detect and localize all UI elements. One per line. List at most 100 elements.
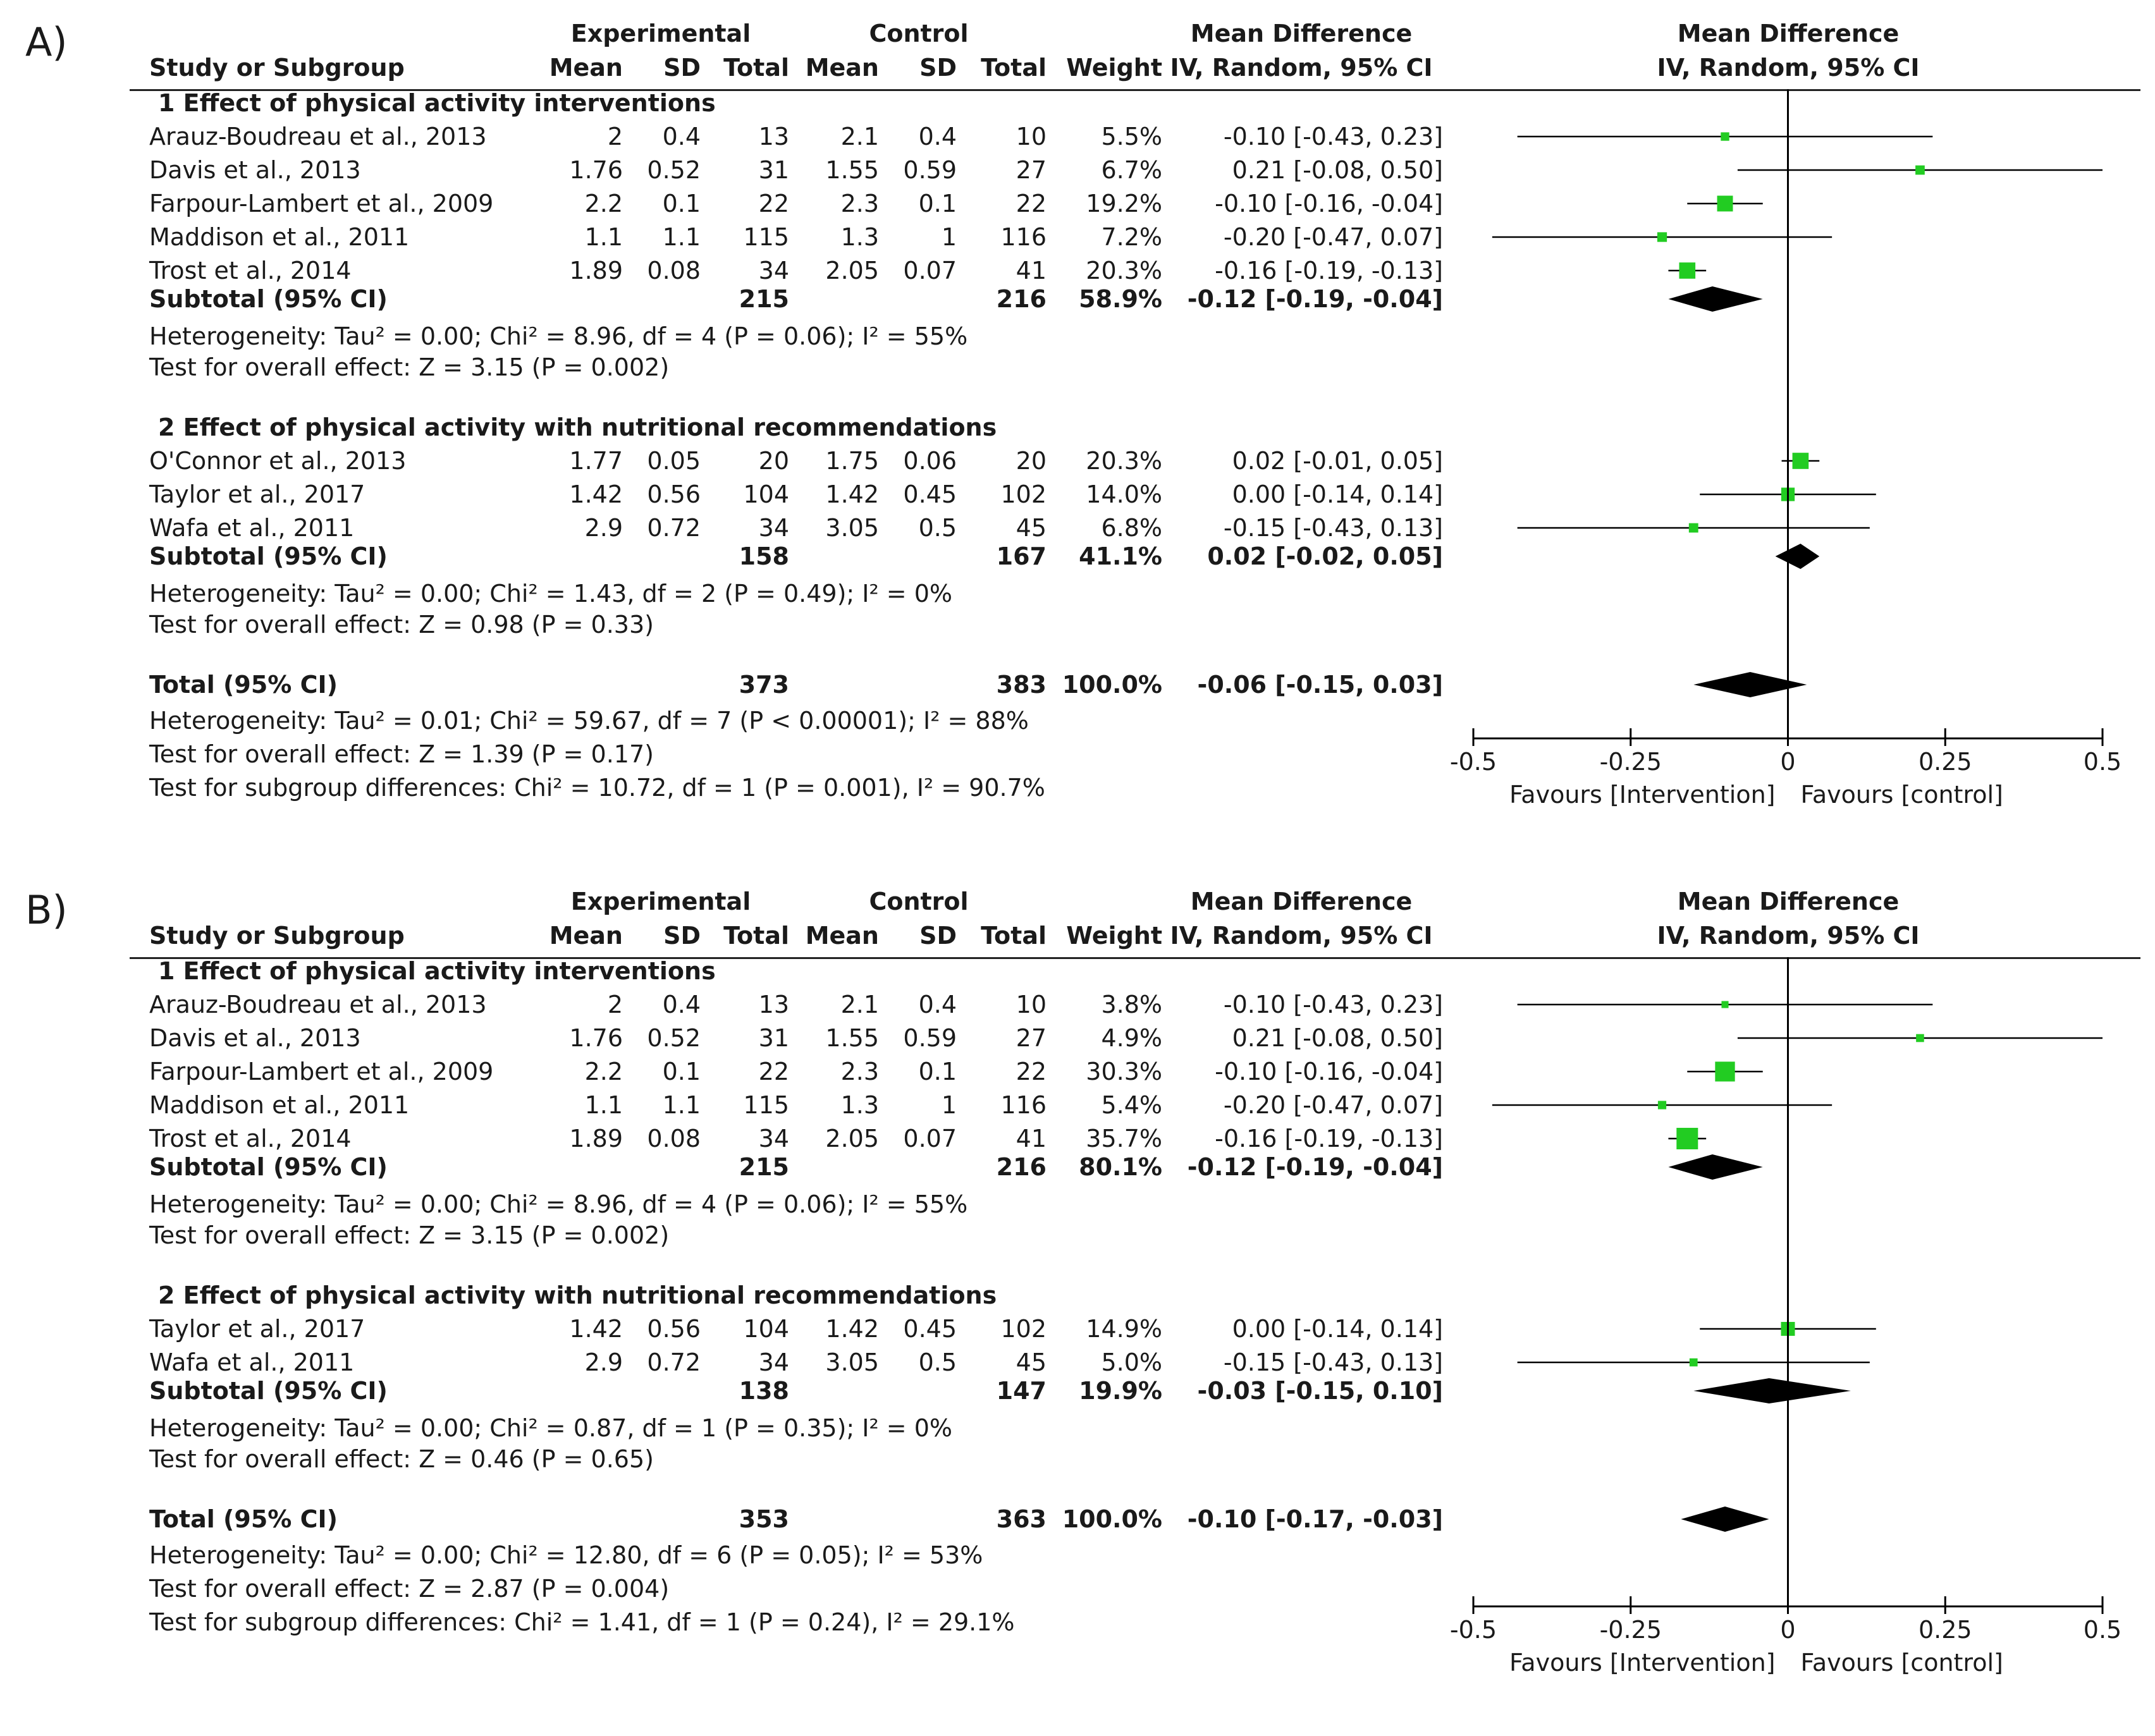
forest-plot-b: B) Experimental Control Mean Difference Mean… — [0, 868, 2155, 1736]
study-1-2-exp-mean: 1.76 — [569, 1024, 623, 1052]
header-study: Study or Subgroup — [149, 54, 405, 82]
subtotal-1-diamond — [1668, 286, 1763, 312]
subtotal-1-ci: -0.12 [-0.19, -0.04] — [1187, 1153, 1443, 1181]
study-1-3-name: Farpour-Lambert et al., 2009 — [149, 190, 494, 217]
study-1-1-exp-total: 13 — [758, 123, 789, 150]
study-1-4-marker — [1657, 232, 1667, 242]
study-2-3-marker — [1688, 523, 1698, 533]
subtotal-2-diamond — [1693, 1378, 1851, 1403]
footer-line-1: Heterogeneity: Tau² = 0.00; Chi² = 12.80… — [149, 1541, 983, 1569]
study-2-2-exp-sd: 0.72 — [647, 1348, 701, 1376]
study-2-1-exp-mean: 1.42 — [569, 1315, 623, 1343]
forest-plot-svg: -0.5 -0.25 0 0.25 0.5 Favours [Intervention] F… — [1450, 89, 2121, 809]
x-tick-label: 0.5 — [2084, 748, 2121, 776]
study-1-1-ci: -0.10 [-0.43, 0.23] — [1223, 991, 1443, 1018]
study-1-4-weight: 5.4% — [1101, 1091, 1162, 1119]
study-1-3-exp-total: 22 — [758, 190, 789, 217]
study-1-4-name: Maddison et al., 2011 — [149, 1091, 410, 1119]
study-1-2-exp-sd: 0.52 — [647, 1024, 701, 1052]
study-1-5-ctl-sd: 0.07 — [903, 1125, 957, 1152]
study-2-2-exp-total: 104 — [743, 480, 789, 508]
study-1-5-exp-mean: 1.89 — [569, 257, 623, 284]
study-1-4-exp-mean: 1.1 — [584, 1091, 623, 1119]
total-weight: 100.0% — [1062, 671, 1162, 699]
subgroup-1-title: 1 Effect of physical activity interventi… — [158, 957, 716, 985]
header-control: Control — [869, 888, 969, 915]
x-tick-label: 0 — [1780, 1616, 1795, 1644]
study-1-2-exp-mean: 1.76 — [569, 156, 623, 184]
study-2-2-exp-total: 34 — [758, 1348, 789, 1376]
total-ctl-total: 383 — [996, 671, 1047, 699]
study-1-2-weight: 4.9% — [1101, 1024, 1162, 1052]
total-diamond — [1681, 1507, 1769, 1532]
study-2-1-weight: 14.9% — [1086, 1315, 1162, 1343]
study-2-2-ctl-sd: 0.5 — [918, 1348, 957, 1376]
study-1-3-marker — [1715, 1061, 1735, 1082]
study-1-4-exp-total: 115 — [743, 1091, 789, 1119]
header-exp-mean: Mean — [549, 922, 623, 950]
header-ctl-mean: Mean — [805, 922, 879, 950]
study-1-4-weight: 7.2% — [1101, 223, 1162, 251]
footer-line-2: Test for overall effect: Z = 2.87 (P = 0… — [149, 1575, 670, 1603]
study-1-1-marker — [1721, 132, 1729, 141]
study-1-2-marker — [1915, 165, 1925, 175]
study-1-4-ci: -0.20 [-0.47, 0.07] — [1223, 1091, 1443, 1119]
header-exp-sd: SD — [663, 922, 701, 950]
study-2-1-exp-total: 104 — [743, 1315, 789, 1343]
total-ctl-total: 363 — [996, 1505, 1047, 1533]
forest-plot-a: A) Experimental Control Mean Difference Mean… — [25, 19, 2140, 809]
study-1-3-exp-total: 22 — [758, 1058, 789, 1085]
header-plot-mean-difference: Mean Difference — [1677, 888, 1900, 915]
header-plot-md-method: IV, Random, 95% CI — [1657, 54, 1920, 82]
study-1-1-ci: -0.10 [-0.43, 0.23] — [1223, 123, 1443, 150]
x-tick-label: -0.5 — [1450, 1616, 1497, 1644]
study-1-1-ctl-total: 10 — [1016, 991, 1047, 1018]
study-1-2-exp-total: 31 — [758, 156, 789, 184]
forest-plot-svg: -0.5 -0.25 0 0.25 0.5 Favours [Intervention] F… — [1450, 957, 2121, 1677]
header-ctl-sd: SD — [919, 54, 957, 82]
panel-label: A) — [25, 19, 68, 65]
subtotal-1-ci: -0.12 [-0.19, -0.04] — [1187, 285, 1443, 313]
panel-label: B) — [25, 887, 68, 933]
study-2-1-ci: 0.00 [-0.14, 0.14] — [1232, 1315, 1443, 1343]
favours-intervention-label: Favours [Intervention] — [1509, 781, 1776, 809]
subtotal-1-diamond — [1668, 1154, 1763, 1180]
study-2-3-name: Wafa et al., 2011 — [149, 514, 355, 542]
study-2-1-ctl-total: 102 — [1000, 1315, 1047, 1343]
study-1-2-ci: 0.21 [-0.08, 0.50] — [1232, 1024, 1443, 1052]
subgroup-1-heterogeneity: Heterogeneity: Tau² = 0.00; Chi² = 8.96,… — [149, 322, 968, 350]
study-1-2-ctl-sd: 0.59 — [903, 1024, 957, 1052]
header-experimental: Experimental — [570, 20, 751, 47]
study-1-5-marker — [1679, 262, 1696, 279]
study-1-2-weight: 6.7% — [1101, 156, 1162, 184]
study-1-1-weight: 3.8% — [1101, 991, 1162, 1018]
study-2-2-ctl-mean: 1.42 — [825, 480, 879, 508]
study-1-2-name: Davis et al., 2013 — [149, 1024, 361, 1052]
study-2-2-ctl-total: 45 — [1016, 1348, 1047, 1376]
study-1-3-ctl-total: 22 — [1016, 1058, 1047, 1085]
header-md-method: IV, Random, 95% CI — [1170, 54, 1433, 82]
study-1-3-ctl-mean: 2.3 — [840, 190, 879, 217]
x-tick-label: -0.25 — [1600, 748, 1662, 776]
study-1-2-ctl-sd: 0.59 — [903, 156, 957, 184]
study-2-3-weight: 6.8% — [1101, 514, 1162, 542]
study-2-2-ctl-mean: 3.05 — [825, 1348, 879, 1376]
subtotal-1-weight: 58.9% — [1079, 285, 1162, 313]
header-md-method: IV, Random, 95% CI — [1170, 922, 1433, 950]
study-2-2-exp-mean: 1.42 — [569, 480, 623, 508]
subtotal-1-exp-total: 215 — [739, 285, 789, 313]
study-2-2-weight: 5.0% — [1101, 1348, 1162, 1376]
subtotal-2-ci: 0.02 [-0.02, 0.05] — [1207, 542, 1443, 570]
study-1-5-weight: 35.7% — [1086, 1125, 1162, 1152]
header-control: Control — [869, 20, 969, 47]
subtotal-2-label: Subtotal (95% CI) — [149, 542, 388, 570]
subtotal-2-weight: 41.1% — [1079, 542, 1162, 570]
study-1-2-exp-sd: 0.52 — [647, 156, 701, 184]
x-tick-label: 0.5 — [2084, 1616, 2121, 1644]
study-1-3-ctl-sd: 0.1 — [918, 190, 957, 217]
study-1-1-ctl-sd: 0.4 — [918, 123, 957, 150]
favours-intervention-label: Favours [Intervention] — [1509, 1649, 1776, 1677]
study-1-4-marker — [1657, 1101, 1667, 1109]
study-2-1-ctl-sd: 0.45 — [903, 1315, 957, 1343]
study-2-1-ctl-mean: 1.42 — [825, 1315, 879, 1343]
